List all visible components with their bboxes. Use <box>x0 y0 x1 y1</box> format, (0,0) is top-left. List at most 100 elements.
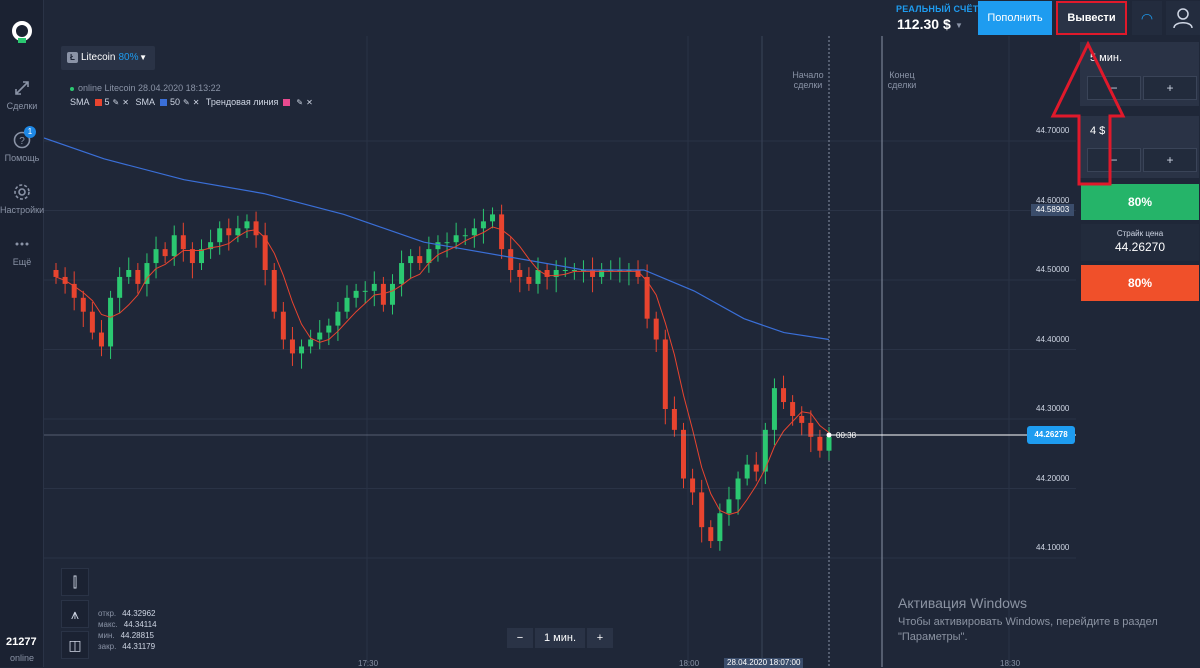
candle-body <box>98 332 104 347</box>
indicator-sma1-label: SMA <box>70 97 90 107</box>
price-chart[interactable] <box>44 36 1076 667</box>
drawing-tools-button[interactable]: ⩚ <box>61 600 89 628</box>
layout-button[interactable]: ◫ <box>61 631 89 659</box>
chevron-down-icon: ▼ <box>139 53 147 62</box>
chart-type-button[interactable]: ⫿ <box>61 568 89 596</box>
candle-body <box>280 311 286 340</box>
candle-body <box>299 346 305 354</box>
x-tick-2: 18:00 <box>679 659 700 668</box>
candle-body <box>699 492 705 528</box>
rewards-button[interactable]: ◠ <box>1132 1 1162 35</box>
trade-end-label: Конец сделки <box>887 70 917 90</box>
account-type[interactable]: РЕАЛЬНЫЙ СЧЁТ <box>896 4 979 14</box>
put-button[interactable]: 80% <box>1081 265 1199 301</box>
profile-button[interactable] <box>1166 1 1200 35</box>
time-plus-button[interactable]: + <box>1143 76 1197 100</box>
candle-body <box>453 235 459 243</box>
candle-body <box>199 249 205 264</box>
candle-body <box>217 228 223 243</box>
amount-minus-button[interactable]: − <box>1087 148 1141 172</box>
y-tick-label: 44.10000 <box>1036 543 1070 552</box>
account-balance[interactable]: 112.30 $ <box>897 16 951 32</box>
candle-body <box>726 499 732 514</box>
y-tick-label: 44.70000 <box>1036 126 1070 135</box>
ohlc-open-value: 44.32962 <box>122 609 156 618</box>
candle-body <box>317 332 323 340</box>
candle-body <box>662 339 668 409</box>
candle-body <box>508 249 514 270</box>
candle-body <box>781 388 787 403</box>
candle-body <box>435 242 441 250</box>
candle-body <box>535 270 541 284</box>
ohlc-low: мин. 44.28815 <box>98 631 154 640</box>
indicator-sma2-period: 50 <box>169 97 180 107</box>
x-tick-1: 17:30 <box>358 659 379 668</box>
candle-body <box>499 214 505 250</box>
call-button[interactable]: 80% <box>1081 184 1199 220</box>
asset-name: Litecoin <box>81 52 116 63</box>
timeframe-plus-button[interactable]: + <box>587 628 613 648</box>
amount-value[interactable]: 4 $ <box>1090 125 1106 137</box>
amount-plus-button[interactable]: + <box>1143 148 1197 172</box>
timeframe-minus-button[interactable]: − <box>507 628 533 648</box>
candle-body <box>71 283 77 298</box>
candle-body <box>417 256 423 264</box>
help-icon: ? <box>13 131 31 149</box>
current-price-dot <box>826 432 832 438</box>
indicator-trend-label: Трендовая линия <box>205 97 279 107</box>
candle-body <box>771 388 777 430</box>
candle-body <box>80 297 86 312</box>
indicators-bar: SMA 5 ✎ ✕ SMA 50 ✎ ✕ Трендовая линия ✎ ✕ <box>70 97 313 107</box>
more-icon <box>15 242 29 246</box>
candle-body <box>808 422 814 437</box>
candle-body <box>762 429 768 472</box>
y-tick-label: 44.30000 <box>1036 404 1070 413</box>
asset-selector[interactable]: Ł Litecoin 80% ▼ <box>61 46 155 70</box>
nav-help-label: Помощь <box>4 153 40 163</box>
expiry-timer: 00:38 <box>836 431 857 440</box>
sma2-color-swatch[interactable] <box>159 99 167 106</box>
sma-50-line <box>44 137 830 341</box>
trend-color-swatch[interactable] <box>283 99 291 106</box>
account-number: 21277 <box>6 636 37 648</box>
close-icon[interactable]: ✕ <box>306 98 313 107</box>
candle-body <box>690 478 696 493</box>
candle-body <box>253 221 259 236</box>
nav-help[interactable]: ? 1 Помощь <box>0 126 44 163</box>
edit-icon[interactable]: ✎ <box>296 98 304 107</box>
timeframe-value[interactable]: 1 мин. <box>535 628 585 648</box>
candle-body <box>171 235 177 257</box>
edit-icon[interactable]: ✎ <box>182 98 190 107</box>
candle-body <box>826 436 832 451</box>
edit-icon[interactable]: ✎ <box>112 98 120 107</box>
nav-more[interactable]: Ещё <box>0 234 44 267</box>
close-icon[interactable]: ✕ <box>122 98 129 107</box>
ohlc-low-value: 44.28815 <box>120 631 154 640</box>
candle-body <box>753 464 759 472</box>
nav-settings[interactable]: Настройки <box>0 182 44 215</box>
close-icon[interactable]: ✕ <box>192 98 200 107</box>
nav-trades[interactable]: Сделки <box>0 78 44 111</box>
logo-icon[interactable] <box>10 20 34 44</box>
strike-value: 44.26270 <box>1114 240 1166 254</box>
up-arrow-annotation-icon <box>1050 40 1126 186</box>
candle-body <box>153 249 159 264</box>
ohlc-close-value: 44.31179 <box>122 642 156 651</box>
nav-settings-label: Настройки <box>0 205 45 215</box>
gear-icon <box>14 184 30 200</box>
ohlc-open: откр. 44.32962 <box>98 609 155 618</box>
online-dot-icon <box>70 86 74 91</box>
chevron-down-icon[interactable]: ▼ <box>955 21 963 30</box>
time-value[interactable]: 5 мин. <box>1090 52 1123 64</box>
compass-icon: ⩚ <box>71 606 79 622</box>
candle-body <box>362 290 368 292</box>
withdraw-button[interactable]: Вывести <box>1056 1 1127 35</box>
candle-body <box>817 436 823 451</box>
deposit-button[interactable]: Пополнить <box>978 1 1052 35</box>
chart-info: online Litecoin 28.04.2020 18:13:22 <box>70 83 221 93</box>
sma1-color-swatch[interactable] <box>94 99 102 106</box>
candle-body <box>371 283 377 291</box>
candle-body <box>180 235 186 250</box>
candle-body <box>144 263 150 284</box>
candle-body <box>117 276 123 298</box>
